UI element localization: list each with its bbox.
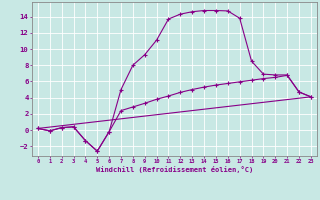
X-axis label: Windchill (Refroidissement éolien,°C): Windchill (Refroidissement éolien,°C) bbox=[96, 166, 253, 173]
